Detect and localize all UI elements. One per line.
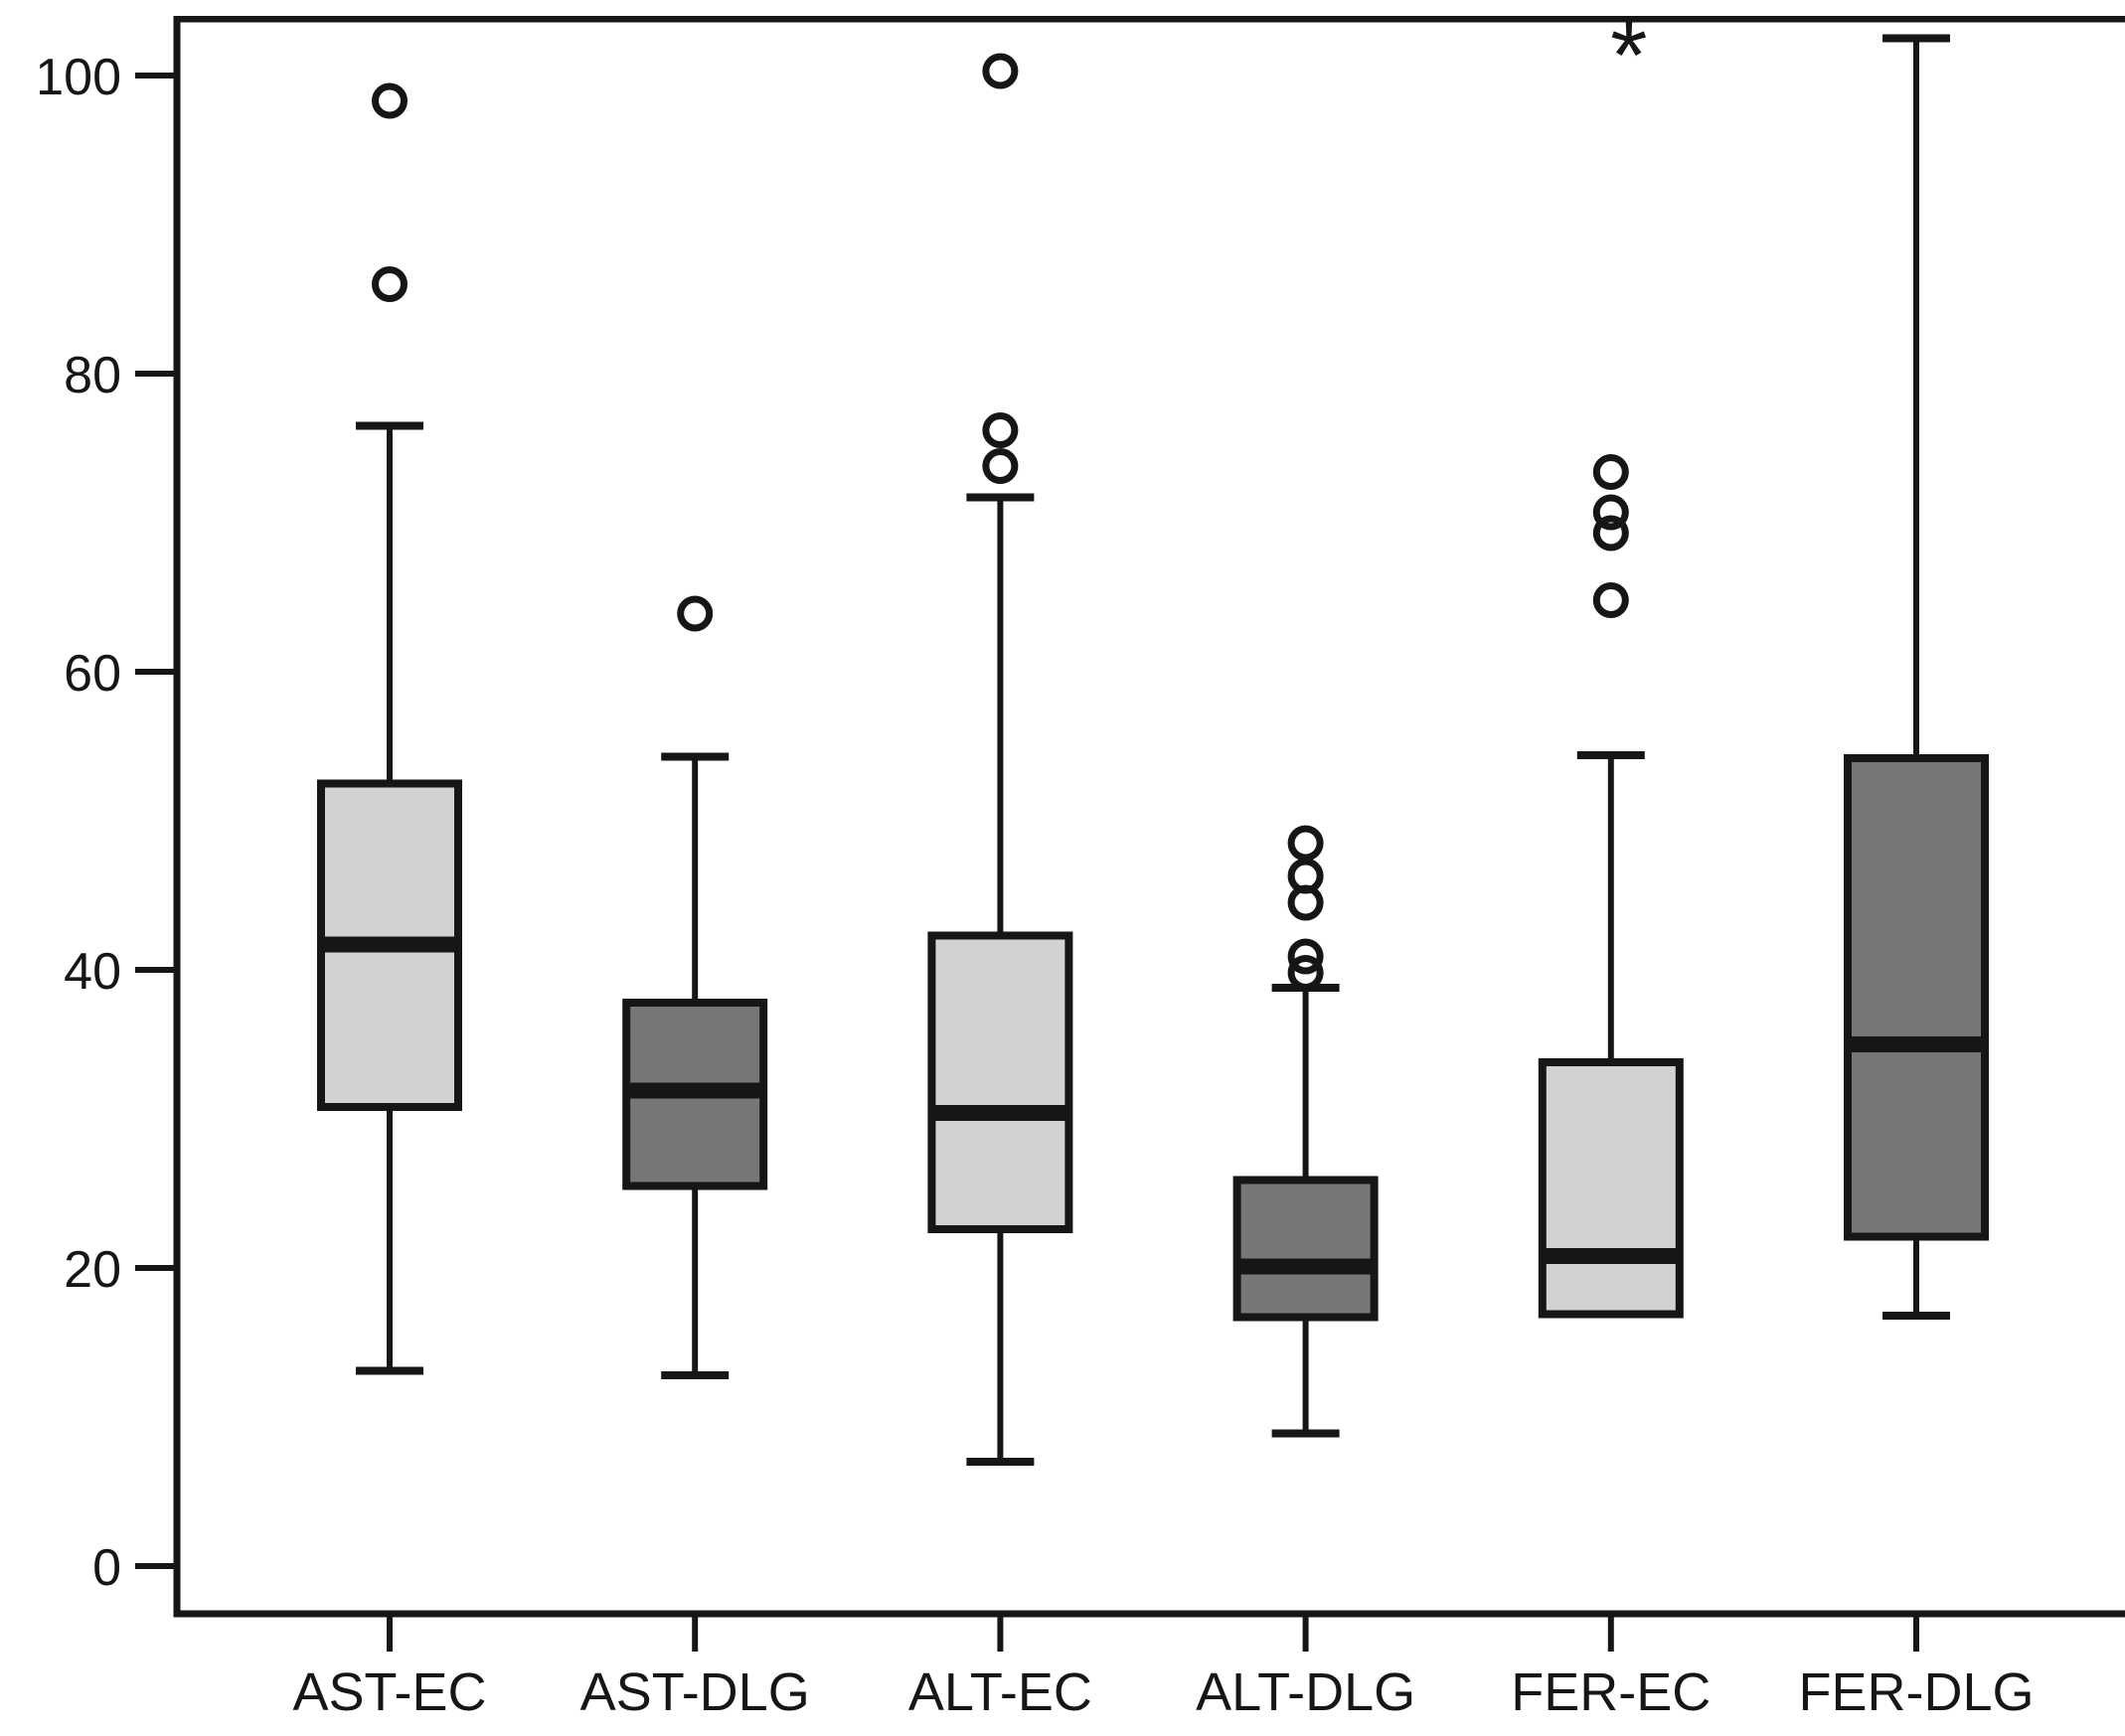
box-group-alt-dlg	[1232, 825, 1379, 1438]
x-category-label: FER-EC	[1511, 1662, 1711, 1720]
y-axis-tick-label: 0	[92, 1539, 121, 1597]
y-axis-tick-label: 80	[64, 347, 121, 404]
iqr-box	[1538, 1058, 1684, 1319]
x-category-label: AST-DLG	[580, 1662, 810, 1720]
x-category-label: ALT-EC	[908, 1662, 1092, 1720]
x-category-label: FER-DLG	[1798, 1662, 2034, 1720]
iqr-box	[1844, 754, 1989, 1241]
box-group-fer-dlg	[1844, 34, 1989, 1320]
box-group-fer-ec: *	[1538, 16, 1684, 1319]
y-axis-tick-label: 20	[64, 1241, 121, 1299]
plot-frame	[173, 16, 2125, 1618]
boxplot-figure: 0 20 40 60 80 100 AST-EC AST-DLG ALT-EC ALT-DLG * F…	[40, 16, 2125, 1720]
outlier-point	[1592, 515, 1629, 552]
outlier-point	[1287, 955, 1324, 991]
x-category-label: ALT-DLG	[1196, 1662, 1415, 1720]
outlier-point	[982, 412, 1019, 448]
iqr-box	[927, 931, 1073, 1233]
outlier-point	[372, 82, 408, 119]
y-axis-tick-label: 100	[40, 49, 121, 106]
box-group-ast-ec	[317, 82, 462, 1375]
iqr-box	[1232, 1176, 1379, 1322]
outlier-point	[1592, 582, 1629, 618]
outlier-point	[1287, 938, 1324, 975]
outlier-point	[1592, 454, 1629, 490]
y-axis-tick-label: 60	[64, 645, 121, 703]
outlier-point	[982, 448, 1019, 484]
outlier-point	[1287, 858, 1324, 894]
outlier-point	[677, 595, 714, 632]
outlier-point	[1287, 825, 1324, 862]
outlier-point	[372, 266, 408, 302]
outlier-point	[1592, 494, 1629, 531]
boxplot-chart: 0 20 40 60 80 100 AST-EC AST-DLG ALT-EC ALT-DLG * F…	[40, 16, 2125, 1720]
box-group-alt-ec	[927, 53, 1073, 1466]
y-axis-tick-label: 40	[64, 943, 121, 1001]
outlier-point	[982, 53, 1019, 89]
extreme-point-marker: *	[1610, 16, 1647, 109]
box-group-ast-dlg	[622, 595, 768, 1379]
x-category-label: AST-EC	[292, 1662, 486, 1720]
